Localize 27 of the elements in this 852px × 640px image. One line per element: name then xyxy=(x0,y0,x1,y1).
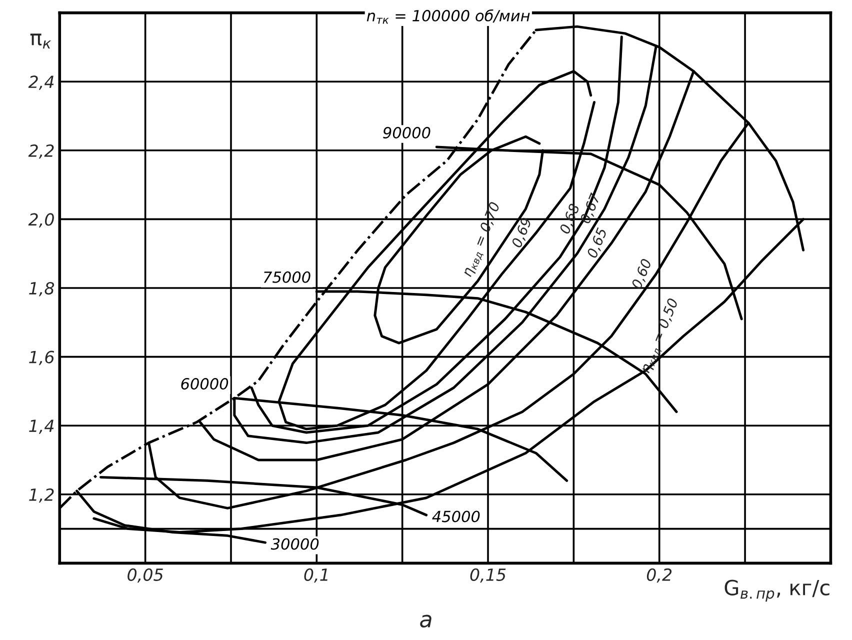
text: η$_{квд}$ = 0,70 xyxy=(461,201,504,278)
y-tick-label: 1,8 xyxy=(29,282,54,296)
series-label: 90000 xyxy=(383,126,430,138)
series-label: n$_{тк}$ = 100000 об/мин xyxy=(366,9,530,24)
x-axis-title: G$_{в.пр}$, кг/с xyxy=(724,580,830,602)
x-tick-label: 0,2 xyxy=(646,568,672,583)
text: 0,68 xyxy=(559,202,582,235)
y-tick-label: 1,6 xyxy=(29,350,54,366)
x-tick-label: 0,15 xyxy=(470,568,506,583)
x-tick-label: 0,1 xyxy=(304,568,328,583)
text: 0,65 xyxy=(586,227,609,260)
y-tick-label: 2,4 xyxy=(28,76,54,90)
y-axis-title: π$_{к}$ xyxy=(30,34,52,48)
text: 0,60 xyxy=(630,258,654,290)
text: 0,69 xyxy=(511,216,534,249)
text: η$_{квд}$ = 0,50 xyxy=(639,298,682,375)
text: 0,67 xyxy=(580,192,602,225)
y-tick-label: 2,2 xyxy=(28,144,54,159)
x-tick-label: 0,05 xyxy=(128,568,163,583)
series-label: 30000 xyxy=(270,538,319,550)
text: а xyxy=(420,614,432,628)
series-label: 60000 xyxy=(181,378,228,390)
series-label: 45000 xyxy=(432,510,480,522)
y-tick-label: 1,4 xyxy=(29,420,54,434)
y-tick-label: 1,2 xyxy=(29,488,54,503)
y-tick-label: 2,0 xyxy=(28,213,54,228)
series-label: 75000 xyxy=(264,271,310,283)
